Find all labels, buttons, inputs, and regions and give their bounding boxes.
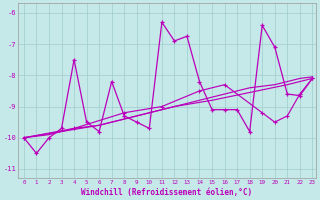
X-axis label: Windchill (Refroidissement éolien,°C): Windchill (Refroidissement éolien,°C)	[81, 188, 252, 197]
